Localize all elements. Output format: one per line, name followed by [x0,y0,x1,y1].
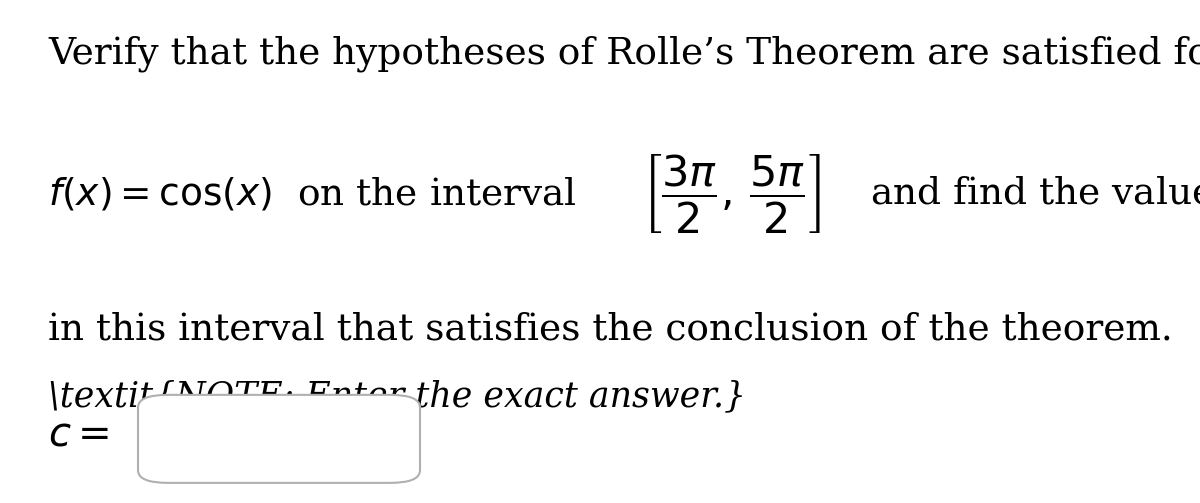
Text: $\left[\dfrac{3\pi}{2},\, \dfrac{5\pi}{2}\right]$: $\left[\dfrac{3\pi}{2},\, \dfrac{5\pi}{2… [642,152,822,235]
Text: in this interval that satisfies the conclusion of the theorem.: in this interval that satisfies the conc… [48,312,1172,348]
FancyBboxPatch shape [138,395,420,483]
Text: Verify that the hypotheses of Rolle’s Theorem are satisfied for: Verify that the hypotheses of Rolle’s Th… [48,35,1200,72]
Text: $c =$: $c =$ [48,416,109,454]
Text: $f(x) = \cos(x)$  on the interval: $f(x) = \cos(x)$ on the interval [48,175,577,212]
Text: and find the value of $c$: and find the value of $c$ [870,176,1200,212]
Text: \textit{NOTE: Enter the exact answer.}: \textit{NOTE: Enter the exact answer.} [48,380,746,414]
